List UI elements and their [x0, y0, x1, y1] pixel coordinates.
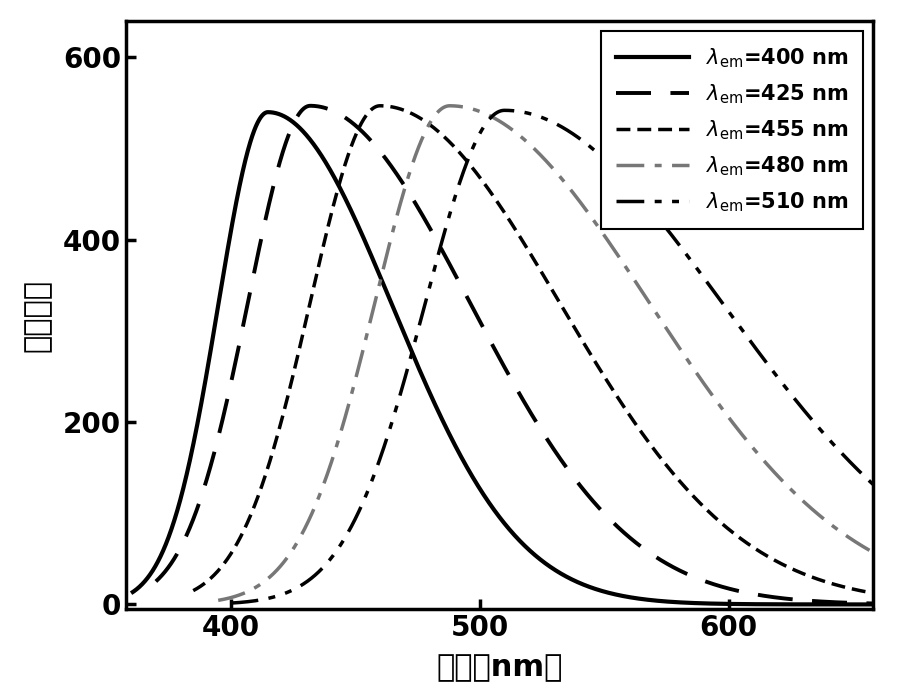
X-axis label: 波长（nm）: 波长（nm）	[436, 653, 562, 682]
Legend: $\lambda_{\rm em}$=400 nm, $\lambda_{\rm em}$=425 nm, $\lambda_{\rm em}$=455 nm,: $\lambda_{\rm em}$=400 nm, $\lambda_{\rm…	[601, 32, 862, 229]
Y-axis label: 菹光强度: 菹光强度	[22, 279, 52, 351]
